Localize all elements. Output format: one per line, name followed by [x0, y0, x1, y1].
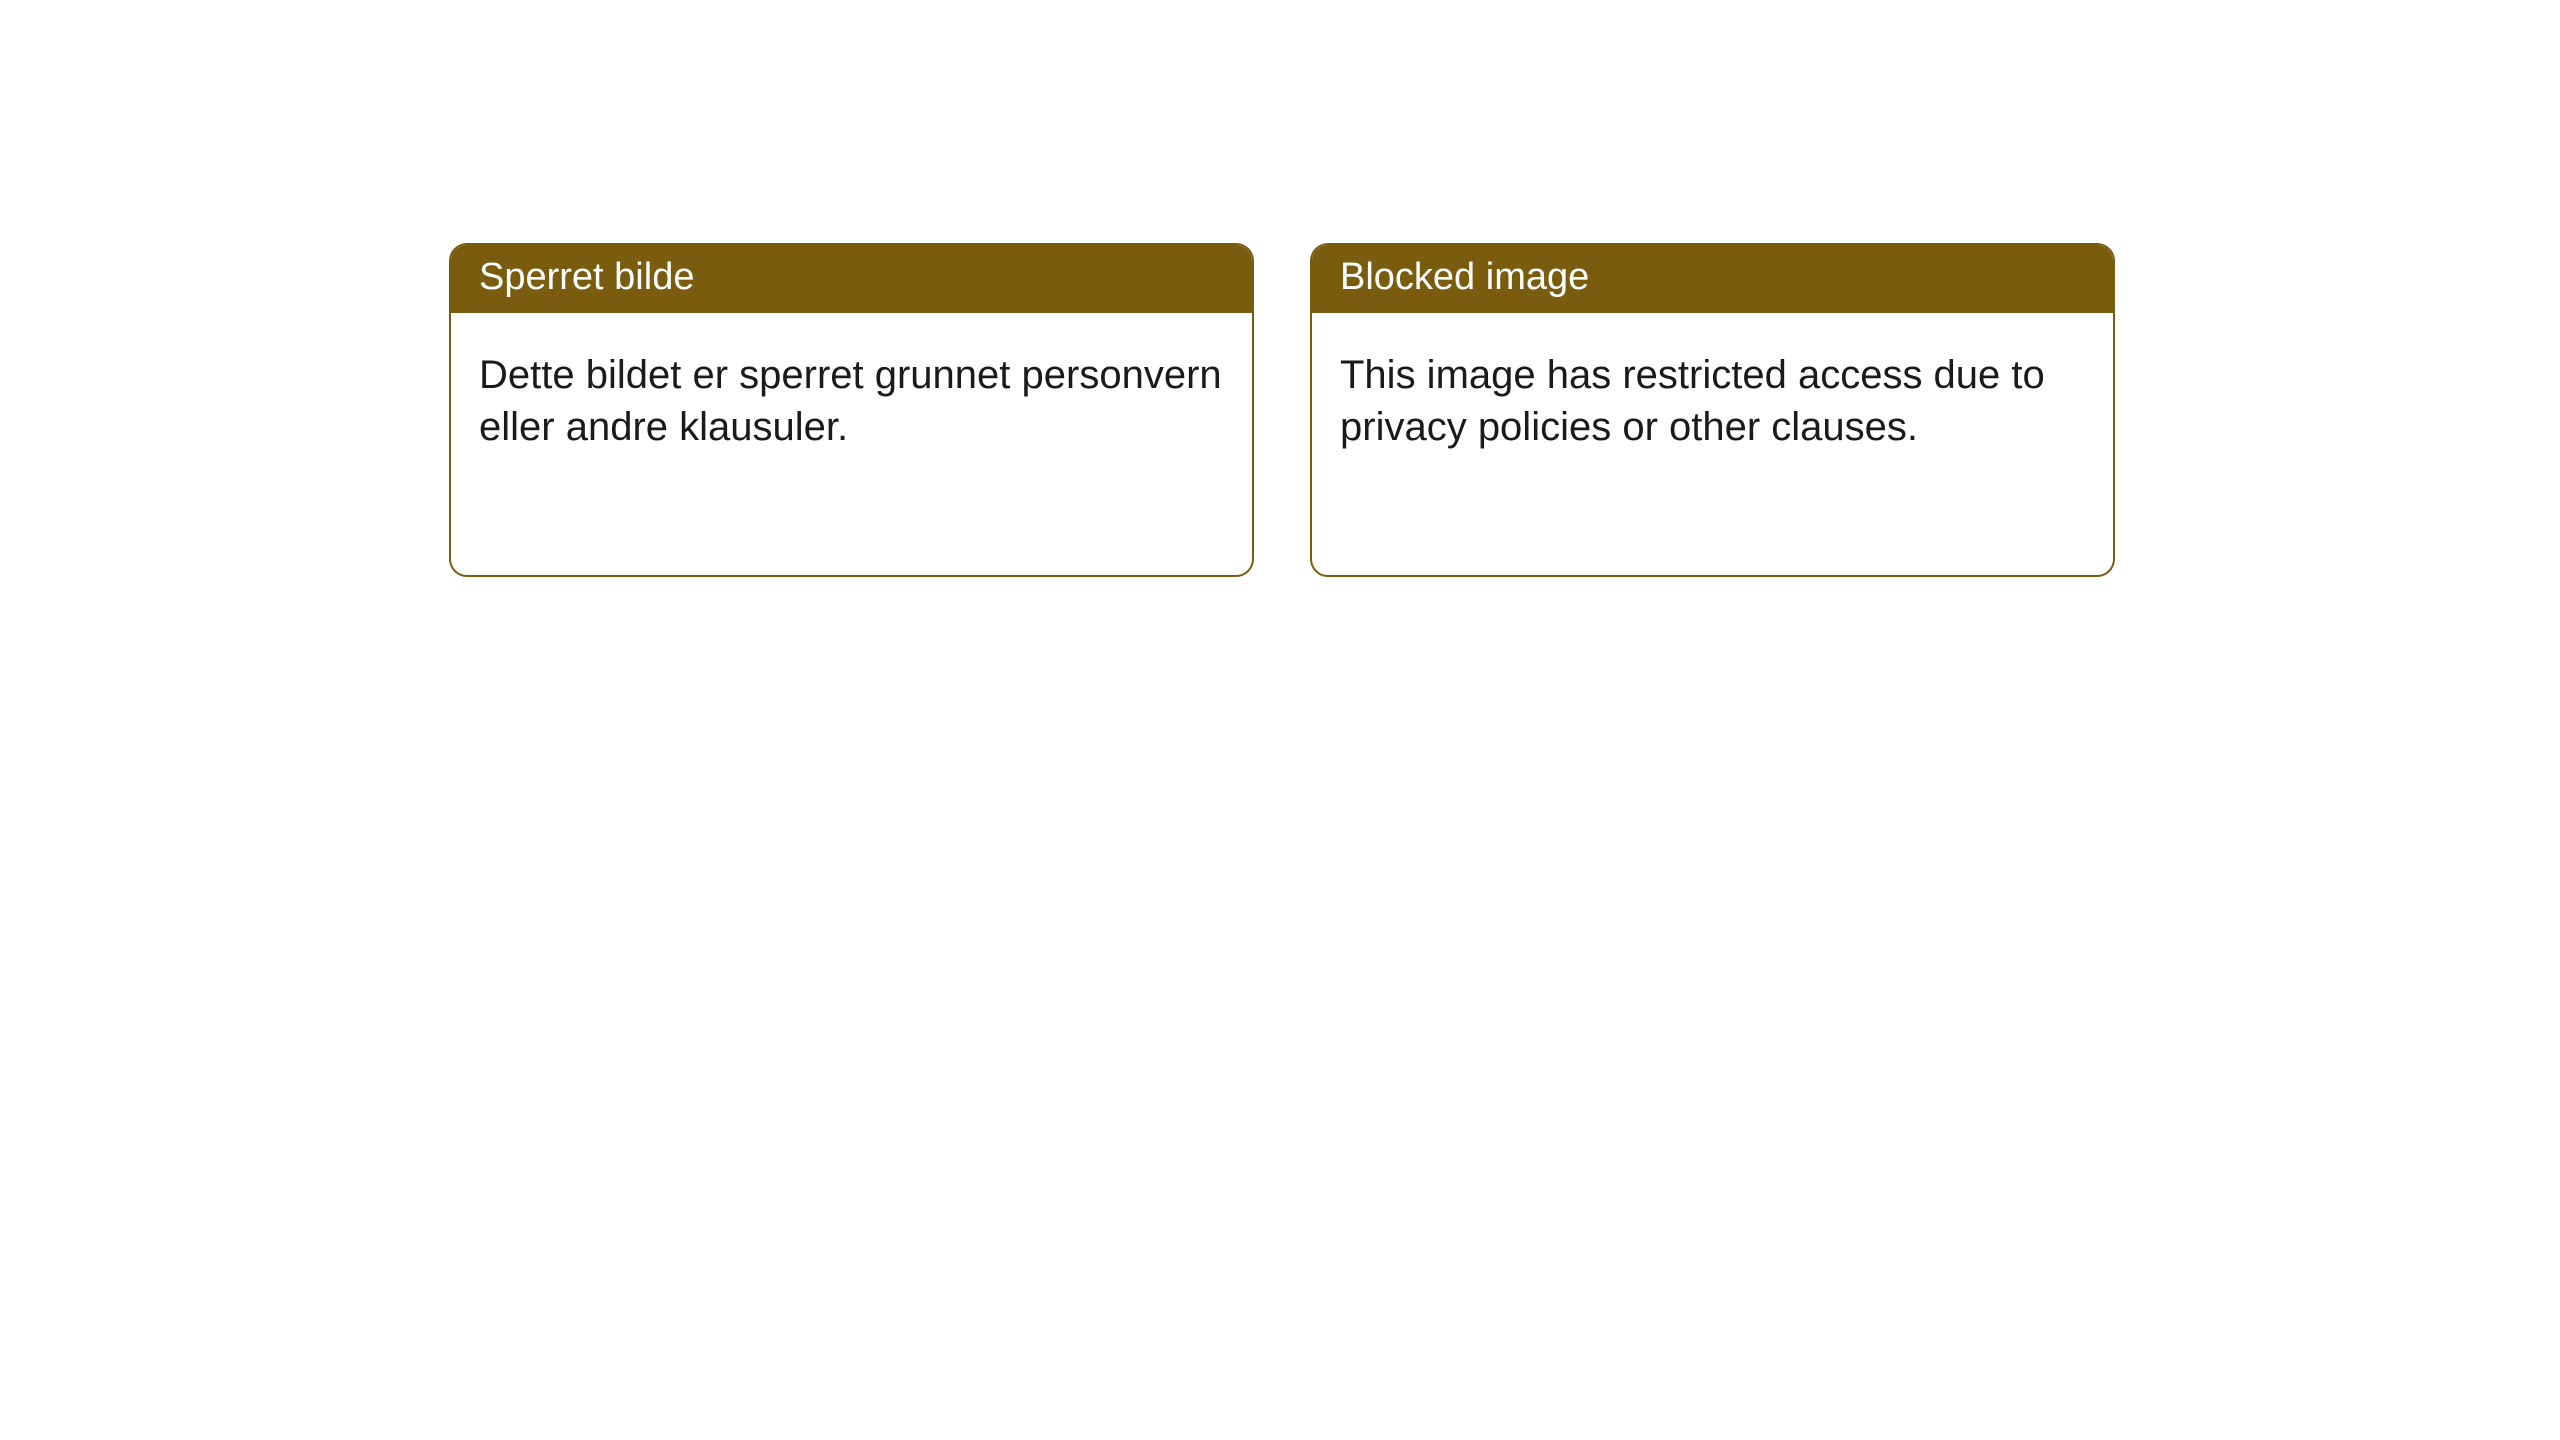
card-message-norwegian: Dette bildet er sperret grunnet personve… — [479, 353, 1222, 449]
card-message-english: This image has restricted access due to … — [1340, 353, 2045, 449]
notice-container: Sperret bilde Dette bildet er sperret gr… — [0, 0, 2560, 577]
blocked-image-card-english: Blocked image This image has restricted … — [1310, 243, 2115, 577]
card-header-norwegian: Sperret bilde — [451, 245, 1252, 313]
card-header-english: Blocked image — [1312, 245, 2113, 313]
blocked-image-card-norwegian: Sperret bilde Dette bildet er sperret gr… — [449, 243, 1254, 577]
card-title-english: Blocked image — [1340, 256, 1589, 298]
card-title-norwegian: Sperret bilde — [479, 256, 694, 298]
card-body-norwegian: Dette bildet er sperret grunnet personve… — [451, 313, 1252, 489]
card-body-english: This image has restricted access due to … — [1312, 313, 2113, 489]
